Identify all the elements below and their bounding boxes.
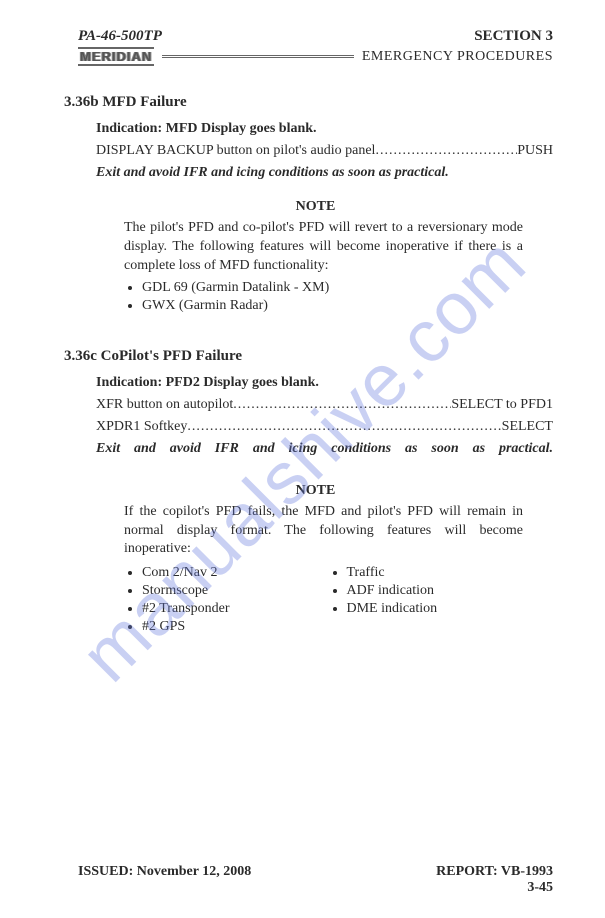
- sec-336b-title: 3.36b MFD Failure: [64, 94, 553, 111]
- sec-336b-exit: Exit and avoid IFR and icing conditions …: [96, 165, 553, 181]
- aircraft-model: PA-46-500TP: [78, 28, 162, 45]
- sec-336b-note-list: GDL 69 (Garmin Datalink - XM) GWX (Garmi…: [124, 280, 553, 314]
- meridian-logo: MERIDIAN: [78, 47, 154, 66]
- page-number: 3-45: [436, 880, 553, 896]
- section-number: SECTION 3: [474, 28, 553, 45]
- proc-action: PUSH: [517, 143, 553, 159]
- sec-336c-exit: Exit and avoid IFR and icing conditions …: [96, 441, 553, 457]
- list-item: Stormscope: [142, 583, 329, 599]
- sec-336b-note-title: NOTE: [78, 199, 553, 215]
- note-col-left: Com 2/Nav 2 Stormscope #2 Transponder #2…: [124, 563, 329, 637]
- leader-dots: [233, 397, 451, 413]
- sec-336c-note-body: If the copilot's PFD fails, the MFD and …: [124, 503, 523, 560]
- sec-336b-procedure-1: DISPLAY BACKUP button on pilot's audio p…: [96, 143, 553, 159]
- proc-label: DISPLAY BACKUP button on pilot's audio p…: [96, 143, 375, 159]
- list-item: #2 GPS: [142, 619, 329, 635]
- sec-336c-note-title: NOTE: [78, 483, 553, 499]
- page-header: PA-46-500TP SECTION 3: [78, 28, 553, 45]
- list-item: Traffic: [347, 565, 534, 581]
- page-footer: ISSUED: November 12, 2008 REPORT: VB-199…: [78, 864, 553, 896]
- proc-action: SELECT to PFD1: [451, 397, 553, 413]
- page-subheader: MERIDIAN EMERGENCY PROCEDURES: [78, 47, 553, 66]
- leader-dots: [187, 419, 501, 435]
- proc-label: XFR button on autopilot: [96, 397, 233, 413]
- issued-date: ISSUED: November 12, 2008: [78, 864, 251, 896]
- report-number: REPORT: VB-1993: [436, 864, 553, 879]
- list-item: GDL 69 (Garmin Datalink - XM): [142, 280, 553, 296]
- sec-336c-procedure-1: XFR button on autopilot SELECT to PFD1: [96, 397, 553, 413]
- proc-label: XPDR1 Softkey: [96, 419, 187, 435]
- sec-336c-procedure-2: XPDR1 Softkey SELECT: [96, 419, 553, 435]
- list-item: GWX (Garmin Radar): [142, 298, 553, 314]
- list-item: #2 Transponder: [142, 601, 329, 617]
- list-item: DME indication: [347, 601, 534, 617]
- sec-336c-note-columns: Com 2/Nav 2 Stormscope #2 Transponder #2…: [124, 563, 533, 637]
- note-col-right: Traffic ADF indication DME indication: [329, 563, 534, 637]
- sec-336c-title: 3.36c CoPilot's PFD Failure: [64, 348, 553, 365]
- footer-right: REPORT: VB-1993 3-45: [436, 864, 553, 896]
- document-page: manualshive.com PA-46-500TP SECTION 3 ME…: [0, 0, 605, 918]
- list-item: ADF indication: [347, 583, 534, 599]
- leader-dots: [375, 143, 517, 159]
- proc-action: SELECT: [502, 419, 553, 435]
- header-rule: [162, 55, 354, 58]
- sec-336b-indication: Indication: MFD Display goes blank.: [96, 121, 553, 137]
- section-title-text: EMERGENCY PROCEDURES: [362, 49, 553, 65]
- list-item: Com 2/Nav 2: [142, 565, 329, 581]
- sec-336c-indication: Indication: PFD2 Display goes blank.: [96, 375, 553, 391]
- sec-336b-note-body: The pilot's PFD and co-pilot's PFD will …: [124, 219, 523, 276]
